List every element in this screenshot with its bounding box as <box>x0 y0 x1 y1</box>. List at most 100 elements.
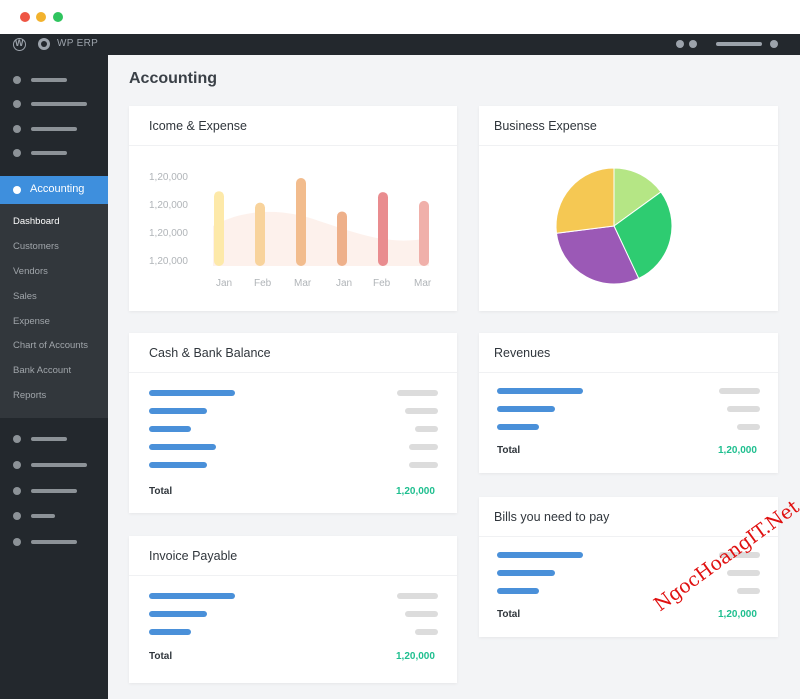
total-value: 1,20,000 <box>718 445 757 456</box>
menu-label-placeholder <box>31 540 77 544</box>
y-tick-label: 1,20,000 <box>149 256 188 267</box>
account-balance-placeholder <box>405 408 438 414</box>
menu-icon <box>13 461 21 469</box>
account-name-placeholder <box>149 444 216 450</box>
x-tick-label: Jan <box>216 278 233 289</box>
cash-bank-balance-card: Cash & Bank Balance Total 1,20,000 <box>129 333 457 513</box>
menu-label-placeholder <box>31 102 87 106</box>
card-header: Revenues <box>479 333 778 373</box>
sidebar-item-accounting[interactable]: Accounting <box>0 176 108 204</box>
menu-icon <box>13 125 21 133</box>
bar-mar-5 <box>419 200 429 266</box>
submenu-reports[interactable]: Reports <box>13 390 47 401</box>
wordpress-logo-icon[interactable] <box>13 38 26 51</box>
menu-label-placeholder <box>31 463 87 467</box>
total-label: Total <box>497 609 521 620</box>
submenu-dashboard[interactable]: Dashboard <box>13 216 60 227</box>
account-balance-placeholder <box>415 426 438 432</box>
card-header: Invoice Payable <box>129 536 457 576</box>
user-account-link[interactable] <box>716 42 762 46</box>
account-balance-placeholder <box>409 462 438 468</box>
account-balance-placeholder <box>397 390 438 396</box>
total-label: Total <box>497 445 521 456</box>
sidebar-item-label: Accounting <box>30 183 85 195</box>
menu-label-placeholder <box>31 437 67 441</box>
admin-bar-icon[interactable] <box>689 40 697 48</box>
user-avatar[interactable] <box>770 40 778 48</box>
total-value: 1,20,000 <box>396 486 435 497</box>
total-value: 1,20,000 <box>396 651 435 662</box>
bill-name-placeholder <box>497 552 583 558</box>
account-name-placeholder <box>149 390 235 396</box>
site-name[interactable]: WP ERP <box>57 38 99 49</box>
submenu-customers[interactable]: Customers <box>13 241 59 252</box>
revenue-name-placeholder <box>497 424 539 430</box>
card-title: Cash & Bank Balance <box>149 346 271 360</box>
submenu-chart-of-accounts[interactable]: Chart of Accounts <box>13 340 88 351</box>
income-expense-chart <box>213 178 429 266</box>
menu-label-placeholder <box>31 127 77 131</box>
submenu-vendors[interactable]: Vendors <box>13 266 48 277</box>
menu-label-placeholder <box>31 151 67 155</box>
revenue-name-placeholder <box>497 406 555 412</box>
admin-bar-icon[interactable] <box>676 40 684 48</box>
bar-feb-4 <box>378 192 388 266</box>
invoice-name-placeholder <box>149 629 191 635</box>
account-name-placeholder <box>149 408 207 414</box>
pie-slice-0 <box>613 167 662 227</box>
x-tick-label: Jan <box>336 278 353 289</box>
bill-name-placeholder <box>497 570 555 576</box>
menu-icon <box>13 76 21 84</box>
menu-icon <box>13 435 21 443</box>
invoice-amount-placeholder <box>405 611 438 617</box>
account-balance-placeholder <box>409 444 438 450</box>
card-header: Cash & Bank Balance <box>129 333 457 373</box>
main-content: Accounting Icome & Expense 1,20,000 1,20… <box>108 55 800 699</box>
y-tick-label: 1,20,000 <box>149 172 188 183</box>
business-expense-card: Business Expense <box>479 106 778 311</box>
total-label: Total <box>149 651 173 662</box>
menu-icon <box>13 487 21 495</box>
invoice-amount-placeholder <box>397 593 438 599</box>
card-title: Revenues <box>494 346 551 360</box>
submenu-sales[interactable]: Sales <box>13 291 37 302</box>
bar-feb-1 <box>255 202 265 266</box>
revenue-amount-placeholder <box>737 424 760 430</box>
revenue-amount-placeholder <box>719 388 760 394</box>
account-name-placeholder <box>149 426 191 432</box>
accounting-icon <box>13 186 21 194</box>
admin-sidebar: Accounting Dashboard Customers Vendors S… <box>0 55 108 699</box>
x-tick-label: Feb <box>254 278 272 289</box>
business-expense-pie-chart <box>555 167 673 285</box>
maximize-window-button[interactable] <box>53 12 63 22</box>
invoice-payable-card: Invoice Payable Total 1,20,000 <box>129 536 457 683</box>
revenues-card: Revenues Total 1,20,000 <box>479 333 778 473</box>
bar-jan-0 <box>214 191 224 266</box>
total-value: 1,20,000 <box>718 609 757 620</box>
account-name-placeholder <box>149 462 207 468</box>
card-title: Icome & Expense <box>149 119 247 133</box>
area-curve <box>213 211 429 266</box>
bills-to-pay-card: Bills you need to pay Total 1,20,000 <box>479 497 778 637</box>
menu-icon <box>13 149 21 157</box>
invoice-name-placeholder <box>149 611 207 617</box>
submenu-expense[interactable]: Expense <box>13 316 50 327</box>
menu-icon <box>13 100 21 108</box>
bill-amount-placeholder <box>727 570 760 576</box>
card-title: Business Expense <box>494 119 597 133</box>
bill-amount-placeholder <box>719 552 760 558</box>
menu-label-placeholder <box>31 514 55 518</box>
admin-bar: WP ERP <box>0 34 800 55</box>
erp-logo-icon[interactable] <box>38 38 50 50</box>
minimize-window-button[interactable] <box>36 12 46 22</box>
revenue-name-placeholder <box>497 388 583 394</box>
close-window-button[interactable] <box>20 12 30 22</box>
total-label: Total <box>149 486 173 497</box>
menu-label-placeholder <box>31 78 67 82</box>
submenu-bank-account[interactable]: Bank Account <box>13 365 72 376</box>
invoice-name-placeholder <box>149 593 235 599</box>
x-tick-label: Mar <box>294 278 312 289</box>
invoice-amount-placeholder <box>415 629 438 635</box>
pie-slice-3 <box>555 167 615 234</box>
